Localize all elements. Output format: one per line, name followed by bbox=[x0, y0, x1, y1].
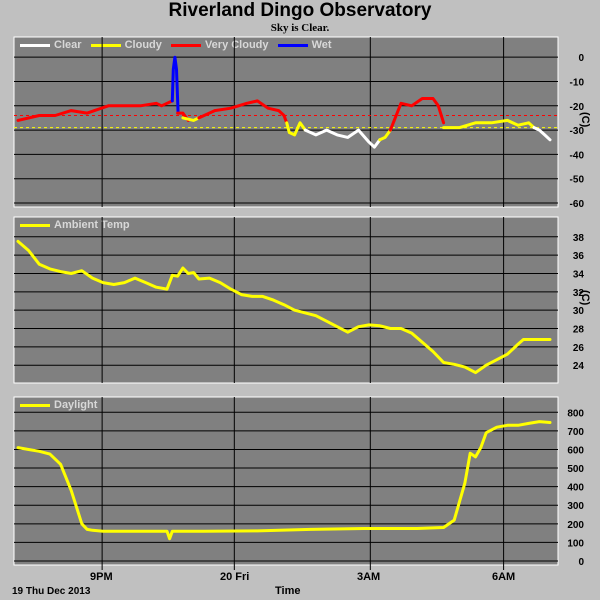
y-tick-label: 24 bbox=[573, 361, 585, 372]
panel-border bbox=[13, 396, 559, 566]
series-line bbox=[285, 121, 307, 137]
legend-label: Very Cloudy bbox=[204, 39, 269, 51]
y-tick-label: -50 bbox=[570, 175, 585, 186]
panel-border bbox=[13, 36, 559, 208]
legend-label: Clear bbox=[54, 39, 82, 51]
y-tick-label: 26 bbox=[573, 343, 585, 354]
y-tick-label: 400 bbox=[567, 483, 584, 494]
y-tick-label: 700 bbox=[567, 427, 584, 438]
series-line bbox=[181, 116, 201, 122]
x-tick-label: 9PM bbox=[90, 571, 113, 583]
series-line bbox=[16, 239, 552, 375]
panel-border bbox=[13, 216, 559, 384]
y-tick-label: -10 bbox=[570, 77, 585, 88]
legend-swatch bbox=[90, 43, 121, 47]
legend-swatch bbox=[277, 43, 308, 47]
sky-status: Sky is Clear. bbox=[270, 22, 330, 34]
series-line bbox=[16, 99, 174, 122]
page-title: Riverland Dingo Observatory bbox=[168, 0, 432, 21]
series-line bbox=[532, 126, 552, 142]
y-tick-label: 800 bbox=[567, 408, 584, 419]
series-line bbox=[388, 97, 446, 132]
ambient-panel bbox=[14, 217, 558, 383]
legend-clear: Clear bbox=[20, 39, 82, 51]
y-tick-label: 28 bbox=[573, 325, 585, 336]
legend-cloudy: Cloudy bbox=[90, 39, 162, 51]
y-tick-label: 600 bbox=[567, 445, 584, 456]
legend-label: Daylight bbox=[54, 399, 98, 411]
y-tick-label: 34 bbox=[573, 269, 585, 280]
y-tick-label: 0 bbox=[578, 557, 584, 568]
legend-label: Ambient Temp bbox=[54, 219, 130, 231]
date-label: 19 Thu Dec 2013 bbox=[12, 586, 91, 597]
legend-wet: Wet bbox=[277, 39, 332, 51]
y-tick-label: -30 bbox=[570, 126, 585, 137]
legend-label: Cloudy bbox=[124, 39, 162, 51]
x-tick-label: 6AM bbox=[492, 571, 516, 583]
series-line bbox=[303, 128, 382, 149]
y-tick-label: 30 bbox=[573, 306, 585, 317]
y-tick-label: -60 bbox=[570, 199, 585, 210]
ambient-legend: Ambient Temp bbox=[20, 219, 130, 231]
y-tick-label: 38 bbox=[573, 233, 585, 244]
series-line bbox=[378, 128, 392, 142]
y-tick-label: 32 bbox=[573, 288, 585, 299]
series-line bbox=[197, 99, 289, 125]
y-tick-label: 200 bbox=[567, 520, 584, 531]
y-tick-label: 0 bbox=[578, 53, 584, 64]
cloud-legend: Clear Cloudy Very Cloudy Wet bbox=[20, 39, 332, 51]
legend-swatch bbox=[20, 223, 50, 227]
y-tick-label: 500 bbox=[567, 464, 584, 475]
x-tick-label: 3AM bbox=[357, 571, 381, 583]
legend-swatch bbox=[20, 43, 50, 47]
daylight-panel bbox=[14, 397, 558, 565]
series-line bbox=[442, 118, 536, 130]
legend-label: Wet bbox=[311, 39, 332, 51]
x-tick-label: 20 Fri bbox=[220, 571, 250, 583]
x-axis-title: Time bbox=[275, 585, 301, 597]
y-tick-label: -20 bbox=[570, 102, 585, 113]
legend-swatch bbox=[20, 403, 50, 407]
y-tick-label: 36 bbox=[573, 251, 585, 262]
legend-very-cloudy: Very Cloudy bbox=[170, 39, 269, 51]
legend-swatch bbox=[170, 43, 201, 47]
y-tick-label: -40 bbox=[570, 150, 585, 161]
series-line bbox=[170, 55, 180, 115]
y-tick-label: 300 bbox=[567, 501, 584, 512]
daylight-legend: Daylight bbox=[20, 399, 97, 411]
series-line bbox=[16, 420, 552, 541]
y-tick-label: 100 bbox=[567, 538, 584, 549]
